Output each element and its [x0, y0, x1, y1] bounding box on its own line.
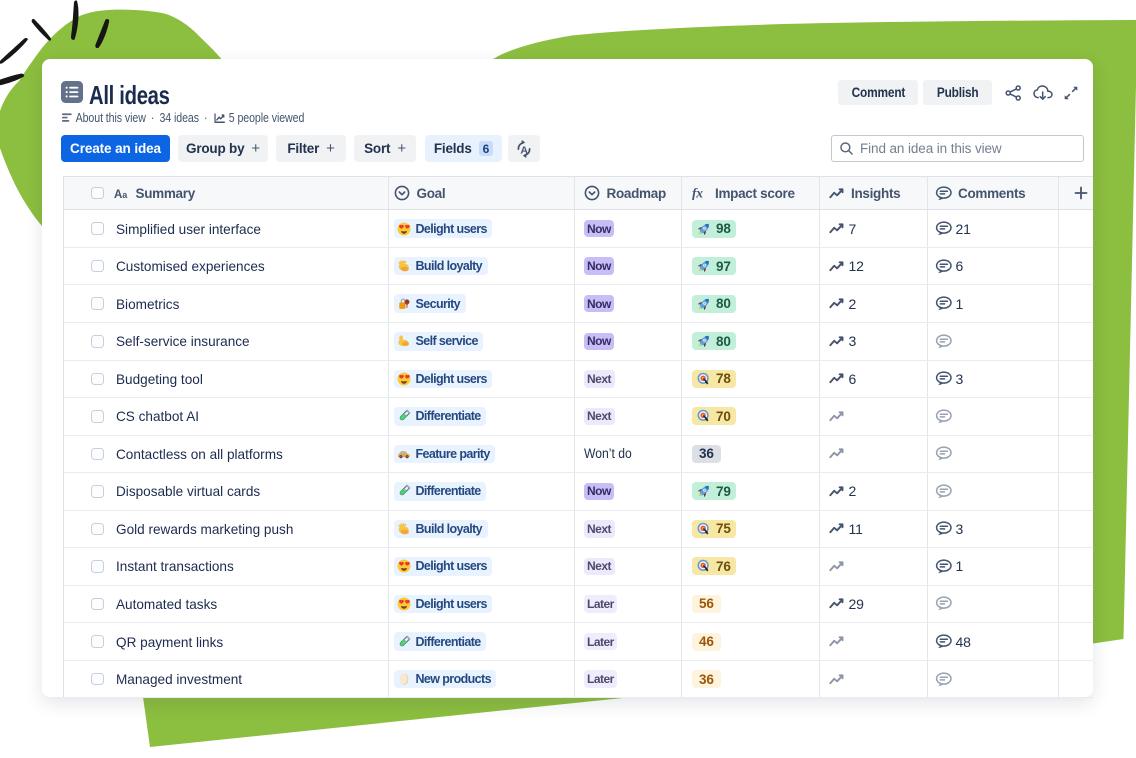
svg-text:fx: fx	[692, 186, 703, 200]
svg-text:A: A	[520, 144, 528, 156]
svg-text:A: A	[114, 189, 122, 199]
svg-text:a: a	[122, 190, 128, 199]
